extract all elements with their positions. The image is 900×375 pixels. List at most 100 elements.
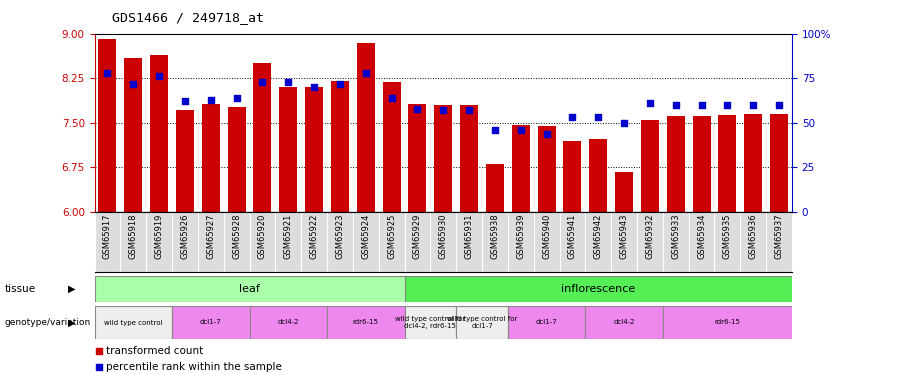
Text: dcl1-7: dcl1-7: [200, 320, 221, 326]
Point: [514, 127, 528, 133]
Point: [384, 95, 399, 101]
Point: [126, 81, 140, 87]
Point: [772, 102, 787, 108]
Text: GSM65925: GSM65925: [387, 214, 396, 259]
Bar: [641, 120, 659, 212]
Bar: [508, 306, 585, 339]
Text: wild type control for
dcl1-7: wild type control for dcl1-7: [446, 316, 518, 329]
Text: rdr6-15: rdr6-15: [353, 320, 379, 326]
Point: [92, 348, 106, 354]
Text: GSM65930: GSM65930: [439, 214, 448, 259]
Text: GSM65931: GSM65931: [464, 214, 473, 259]
Text: dcl4-2: dcl4-2: [613, 320, 634, 326]
Text: inflorescence: inflorescence: [561, 284, 635, 294]
Text: GSM65926: GSM65926: [180, 214, 189, 259]
Bar: [279, 87, 297, 212]
Point: [256, 79, 270, 85]
Point: [643, 100, 657, 106]
Point: [695, 102, 709, 108]
Point: [100, 70, 114, 76]
Text: GSM65923: GSM65923: [336, 214, 345, 259]
Point: [746, 102, 760, 108]
Point: [591, 114, 606, 120]
Bar: [404, 276, 792, 302]
Text: percentile rank within the sample: percentile rank within the sample: [106, 362, 282, 372]
Text: dcl1-7: dcl1-7: [536, 320, 557, 326]
Text: GSM65917: GSM65917: [103, 214, 112, 259]
Point: [307, 84, 321, 90]
Bar: [667, 116, 685, 212]
Bar: [382, 82, 400, 212]
Point: [436, 107, 450, 113]
Bar: [228, 107, 246, 212]
Text: GSM65939: GSM65939: [517, 214, 526, 259]
Bar: [770, 114, 788, 212]
Bar: [331, 81, 349, 212]
Text: wild type control for
dcl4-2, rdr6-15: wild type control for dcl4-2, rdr6-15: [395, 316, 465, 329]
Text: GSM65941: GSM65941: [568, 214, 577, 259]
Point: [669, 102, 683, 108]
Text: GSM65920: GSM65920: [258, 214, 267, 259]
Bar: [585, 306, 662, 339]
Point: [203, 97, 218, 103]
Point: [720, 102, 734, 108]
Text: GSM65942: GSM65942: [594, 214, 603, 259]
Point: [462, 107, 476, 113]
Text: dcl4-2: dcl4-2: [277, 320, 299, 326]
Text: GSM65928: GSM65928: [232, 214, 241, 259]
Bar: [615, 171, 633, 212]
Text: wild type control: wild type control: [104, 320, 163, 326]
Bar: [718, 114, 736, 212]
Bar: [409, 104, 427, 212]
Text: GSM65935: GSM65935: [723, 214, 732, 259]
Bar: [202, 104, 220, 212]
Bar: [512, 125, 530, 212]
Text: GSM65937: GSM65937: [775, 214, 784, 259]
Text: GSM65936: GSM65936: [749, 214, 758, 259]
Bar: [254, 63, 272, 212]
Point: [177, 99, 192, 105]
Bar: [94, 276, 404, 302]
Bar: [590, 140, 608, 212]
Point: [230, 95, 244, 101]
Bar: [327, 306, 404, 339]
Bar: [662, 306, 792, 339]
Point: [152, 74, 166, 80]
Bar: [172, 306, 249, 339]
Point: [333, 81, 347, 87]
Point: [488, 127, 502, 133]
Point: [410, 106, 425, 112]
Bar: [744, 114, 762, 212]
Text: GSM65943: GSM65943: [619, 214, 628, 259]
Text: GSM65938: GSM65938: [491, 214, 500, 259]
Text: tissue: tissue: [4, 284, 36, 294]
Bar: [692, 116, 711, 212]
Text: GSM65921: GSM65921: [284, 214, 292, 259]
Text: genotype/variation: genotype/variation: [4, 318, 91, 327]
Text: GSM65927: GSM65927: [206, 214, 215, 259]
Bar: [94, 306, 172, 339]
Bar: [150, 54, 168, 212]
Text: leaf: leaf: [239, 284, 260, 294]
Bar: [249, 306, 327, 339]
Text: GSM65929: GSM65929: [413, 214, 422, 259]
Text: GSM65919: GSM65919: [155, 214, 164, 259]
Text: transformed count: transformed count: [106, 346, 203, 355]
Text: ▶: ▶: [68, 318, 75, 327]
Text: GSM65940: GSM65940: [542, 214, 551, 259]
Bar: [176, 110, 194, 212]
Bar: [98, 39, 116, 212]
Text: GSM65922: GSM65922: [310, 214, 319, 259]
Text: GSM65934: GSM65934: [698, 214, 706, 259]
Bar: [305, 87, 323, 212]
Bar: [124, 57, 142, 212]
Point: [358, 70, 373, 76]
Text: GSM65924: GSM65924: [361, 214, 370, 259]
Point: [565, 114, 580, 120]
Bar: [563, 141, 581, 212]
Bar: [460, 105, 478, 212]
Bar: [486, 164, 504, 212]
Text: GSM65932: GSM65932: [645, 214, 654, 259]
Text: GSM65933: GSM65933: [671, 214, 680, 259]
Point: [92, 364, 106, 370]
